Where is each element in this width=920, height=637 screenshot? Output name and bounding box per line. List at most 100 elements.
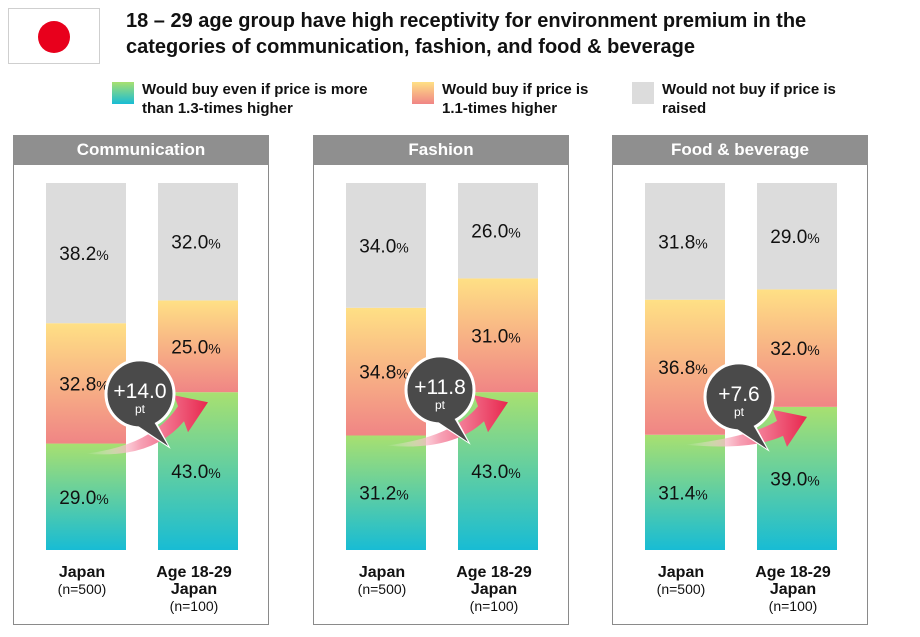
japan-flag-icon xyxy=(8,8,100,64)
data-label-value: 32.0 xyxy=(171,233,208,254)
legend-item-mild-buy: Would buy if price is 1.1-times higher xyxy=(412,80,588,118)
data-label-value: 31.8 xyxy=(658,232,695,253)
difference-bubble xyxy=(703,361,775,433)
difference-unit: pt xyxy=(435,398,446,412)
data-label-unit: % xyxy=(807,472,819,488)
chart-0: 29.0%32.8%38.2%Japan(n=500)43.0%25.0%32.… xyxy=(46,183,238,614)
bar-segment-no-buy xyxy=(158,183,238,301)
flag-sun xyxy=(38,21,70,53)
bar-segment-no-buy xyxy=(46,183,126,324)
difference-bubble xyxy=(104,358,176,430)
data-label: 38.2% xyxy=(59,244,108,265)
data-label-value: 26.0 xyxy=(471,222,508,243)
data-label-unit: % xyxy=(396,487,408,503)
data-label-value: 32.8 xyxy=(59,374,96,395)
data-label-unit: % xyxy=(96,247,108,263)
data-label-unit: % xyxy=(508,465,520,481)
data-label: 32.0% xyxy=(770,339,819,360)
data-label: 36.8% xyxy=(658,358,707,379)
category-label: Japan xyxy=(471,581,517,598)
data-label-value: 39.0 xyxy=(770,469,807,490)
sample-size-label: (n=100) xyxy=(470,598,519,614)
difference-value: +14.0 xyxy=(113,380,166,403)
data-label-value: 25.0 xyxy=(171,337,208,358)
data-label-unit: % xyxy=(807,230,819,246)
data-label-unit: % xyxy=(396,366,408,382)
category-label: Age 18-29 xyxy=(456,564,532,581)
growth-arrow-icon xyxy=(685,409,807,447)
data-label-unit: % xyxy=(208,465,220,481)
data-label-value: 38.2 xyxy=(59,244,96,265)
growth-arrow-icon xyxy=(86,395,208,455)
data-label-unit: % xyxy=(807,342,819,358)
category-label: Japan xyxy=(658,564,704,581)
difference-unit: pt xyxy=(135,402,146,416)
bar-segment-strong-buy xyxy=(346,435,426,550)
bar-segment-no-buy xyxy=(757,183,837,290)
legend-swatch-no-buy xyxy=(632,82,654,104)
legend-swatch-mild-buy xyxy=(412,82,434,104)
difference-bubble xyxy=(404,354,476,426)
data-label: 26.0% xyxy=(471,222,520,243)
page-title: 18 – 29 age group have high receptivity … xyxy=(126,10,807,58)
data-label-unit: % xyxy=(695,235,707,251)
category-label: Japan xyxy=(171,581,217,598)
data-label-unit: % xyxy=(695,486,707,502)
category-label: Japan xyxy=(59,564,105,581)
data-label-unit: % xyxy=(695,361,707,377)
legend-label-mild-buy: Would buy if price is 1.1-times higher xyxy=(442,81,589,117)
sample-size-label: (n=500) xyxy=(657,581,706,597)
bar-segment-strong-buy xyxy=(645,434,725,550)
data-label-unit: % xyxy=(208,340,220,356)
category-label: Age 18-29 xyxy=(755,564,831,581)
data-label-value: 36.8 xyxy=(658,358,695,379)
data-label-value: 32.0 xyxy=(770,339,807,360)
bubble-tail-fill xyxy=(138,421,168,446)
data-label-value: 29.0 xyxy=(59,488,96,509)
panel-title-communication: Communication xyxy=(13,135,269,165)
difference-value: +11.8 xyxy=(414,376,466,399)
data-label-unit: % xyxy=(508,225,520,241)
data-label-unit: % xyxy=(208,236,220,252)
bar-segment-no-buy xyxy=(645,183,725,300)
difference-value: +7.6 xyxy=(718,383,759,406)
data-label: 29.0% xyxy=(770,227,819,248)
data-label-value: 31.0 xyxy=(471,326,508,347)
legend-item-no-buy: Would not buy if price is raised xyxy=(632,80,836,118)
data-label-value: 29.0 xyxy=(770,227,807,248)
sample-size-label: (n=500) xyxy=(358,581,407,597)
legend-item-strong-buy: Would buy even if price is more than 1.3… xyxy=(112,80,368,118)
data-label: 31.2% xyxy=(359,484,408,505)
sample-size-label: (n=100) xyxy=(170,598,219,614)
sample-size-label: (n=100) xyxy=(769,598,818,614)
data-label: 32.0% xyxy=(171,233,220,254)
data-label-value: 34.0 xyxy=(359,236,396,257)
bar-segment-mild-buy xyxy=(158,300,238,393)
chart-1: 31.2%34.8%34.0%Japan(n=500)43.0%31.0%26.… xyxy=(346,183,538,614)
difference-unit: pt xyxy=(734,405,745,419)
data-label-value: 43.0 xyxy=(471,462,508,483)
data-label-unit: % xyxy=(96,491,108,507)
data-label: 25.0% xyxy=(171,337,220,358)
data-label: 31.4% xyxy=(658,483,707,504)
bar-segment-no-buy xyxy=(458,183,538,279)
data-label: 39.0% xyxy=(770,469,819,490)
chart-2: 31.4%36.8%31.8%Japan(n=500)39.0%32.0%29.… xyxy=(645,183,837,614)
legend-label-strong-buy: Would buy even if price is more than 1.3… xyxy=(142,81,368,117)
data-label-value: 43.0 xyxy=(171,462,208,483)
data-label-value: 31.4 xyxy=(658,483,695,504)
bar-segment-strong-buy xyxy=(46,443,126,550)
data-label: 31.0% xyxy=(471,326,520,347)
data-label: 34.0% xyxy=(359,236,408,257)
data-label-value: 31.2 xyxy=(359,484,396,505)
growth-arrow-icon xyxy=(386,395,508,447)
data-label: 34.8% xyxy=(359,363,408,384)
data-label: 29.0% xyxy=(59,488,108,509)
legend-label-no-buy: Would not buy if price is raised xyxy=(662,81,836,117)
data-label-value: 34.8 xyxy=(359,363,396,384)
data-label: 32.8% xyxy=(59,374,108,395)
category-label: Japan xyxy=(770,581,816,598)
panel-title-fashion: Fashion xyxy=(313,135,569,165)
category-label: Japan xyxy=(359,564,405,581)
